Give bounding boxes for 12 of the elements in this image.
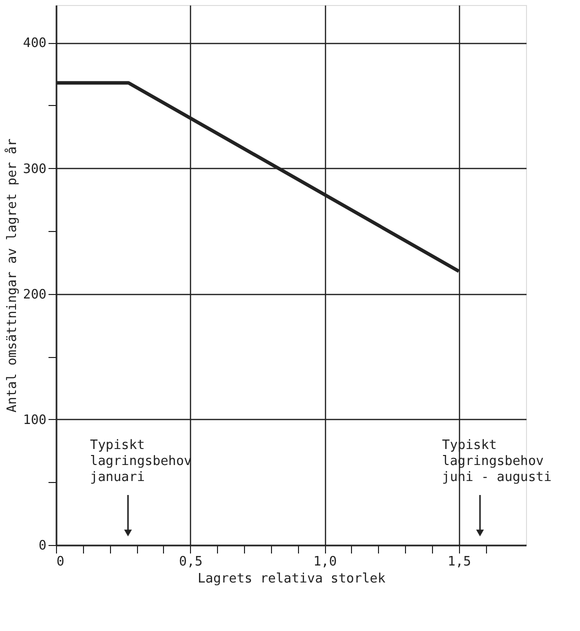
y-tick-label: 200 <box>23 287 46 302</box>
y-tick-label: 0 <box>38 538 46 554</box>
annotation: Typiskt lagringsbehov januari <box>90 438 192 485</box>
y-tick-label: 400 <box>23 36 46 52</box>
x-tick-label: 1,5 <box>448 554 472 570</box>
x-axis-title: Lagrets relativa storlek <box>198 572 386 586</box>
x-tick-label: 0 <box>56 554 64 570</box>
x-tick-label: 1,0 <box>313 554 337 570</box>
x-tick-label: 0,5 <box>179 554 203 570</box>
y-axis-title: Antal omsättningar av lagret per år <box>4 138 20 412</box>
y-tick-label: 300 <box>23 162 46 177</box>
y-tick-label: 100 <box>23 412 46 428</box>
